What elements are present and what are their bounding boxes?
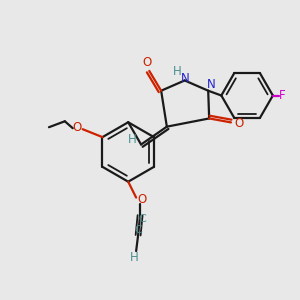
Text: N: N [181, 72, 190, 85]
Text: H: H [128, 133, 136, 146]
Text: H: H [173, 65, 182, 78]
Text: F: F [278, 89, 285, 102]
Text: O: O [143, 56, 152, 70]
Text: N: N [207, 78, 215, 91]
Text: C: C [138, 214, 146, 224]
Text: O: O [72, 121, 81, 134]
Text: H: H [130, 251, 139, 265]
Text: O: O [137, 193, 147, 206]
Text: C: C [134, 225, 142, 235]
Text: O: O [234, 117, 244, 130]
